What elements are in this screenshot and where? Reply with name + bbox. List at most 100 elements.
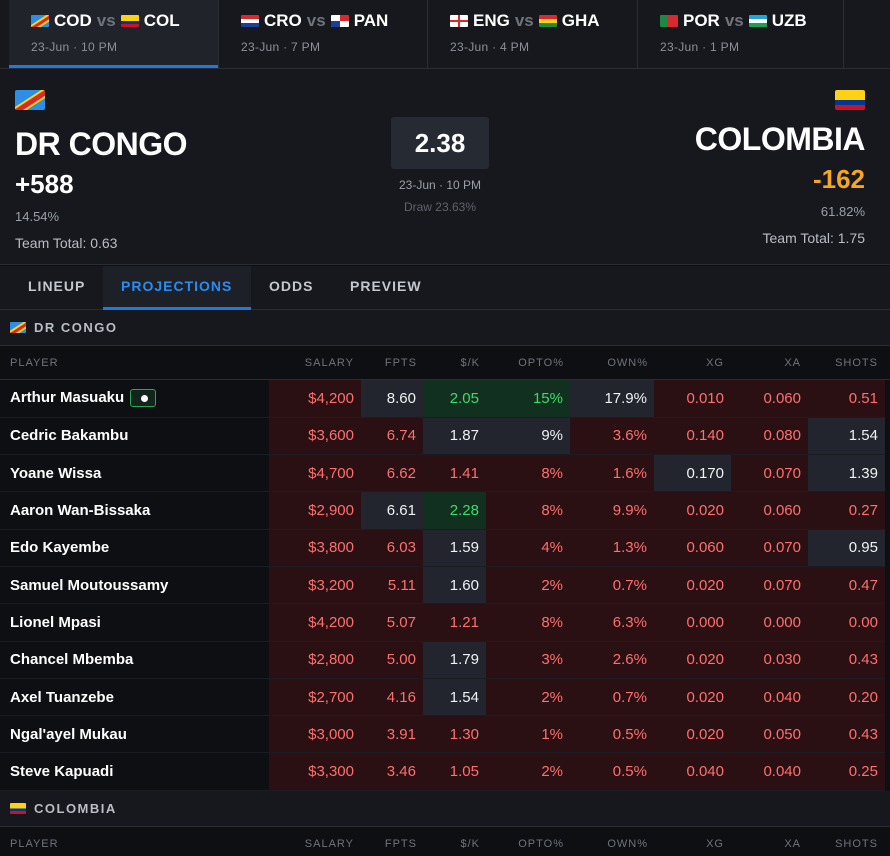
shots-cell: 1.39 [808,454,885,493]
ghana-flag-icon [538,15,557,27]
salary-cell: $2,800 [269,641,361,679]
col-per-k[interactable]: $/K [460,357,480,369]
player-name[interactable]: Axel Tuanzebe [0,678,269,717]
draw-pct: Draw 23.63% [403,200,477,214]
xa-cell: 0.040 [731,678,808,717]
xg-cell: 0.020 [654,491,731,530]
per-k-cell: 2.05 [423,380,486,418]
player-name[interactable]: Aaron Wan-Bissaka [0,491,269,530]
match-time: 23-Jun · 7 PM [241,40,321,54]
tab-preview[interactable]: PREVIEW [350,278,422,294]
tab-projections[interactable]: PROJECTIONS [103,266,251,310]
per-k-cell: 1.59 [423,529,486,567]
away-code: GHA [561,11,600,30]
col-salary[interactable]: SALARY [304,357,354,369]
col-shots[interactable]: SHOTS [835,838,878,850]
away-win-pct: 61.82% [820,204,865,219]
table-row[interactable]: Edo Kayembe $3,800 6.03 1.59 4% 1.3% 0.0… [0,529,885,567]
col-xa[interactable]: XA [784,838,801,850]
xa-cell: 0.050 [731,715,808,754]
table-row[interactable]: Arthur Masuaku $4,200 8.60 2.05 15% 17.9… [0,380,885,418]
salary-cell: $3,200 [269,566,361,605]
england-flag-icon [450,15,468,27]
away-code: COL [143,11,180,30]
section-tabs: LINEUP PROJECTIONS ODDS PREVIEW [0,266,890,310]
col-own[interactable]: OWN% [607,838,648,850]
col-xg[interactable]: XG [706,357,724,369]
player-name[interactable]: Lionel Mpasi [0,603,269,642]
per-k-cell: 1.05 [423,752,486,791]
shots-cell: 0.25 [808,752,885,791]
player-name[interactable]: Ngal'ayel Mukau [0,715,269,754]
xg-cell: 0.040 [654,752,731,791]
table-row[interactable]: Cedric Bakambu $3,600 6.74 1.87 9% 3.6% … [0,417,885,456]
vs-label: vs [724,11,744,30]
column-header-row: PLAYER SALARY FPTS $/K OPTO% OWN% XG XA … [0,346,890,380]
col-player[interactable]: PLAYER [10,838,59,850]
own-cell: 3.6% [570,417,654,456]
player-name[interactable]: Samuel Moutoussamy [0,566,269,605]
home-code: CRO [264,11,302,30]
table-row[interactable]: Lionel Mpasi $4,200 5.07 1.21 8% 6.3% 0.… [0,603,885,642]
player-name[interactable]: Steve Kapuadi [0,752,269,791]
xg-cell: 0.020 [654,641,731,679]
per-k-cell: 1.60 [423,566,486,605]
shots-cell: 0.51 [808,380,885,418]
xg-cell: 0.020 [654,715,731,754]
xg-cell: 0.020 [654,566,731,605]
col-salary[interactable]: SALARY [304,838,354,850]
xg-cell: 0.060 [654,529,731,567]
shots-cell: 0.43 [808,715,885,754]
table-row[interactable]: Axel Tuanzebe $2,700 4.16 1.54 2% 0.7% 0… [0,678,885,717]
opto-cell: 9% [486,417,570,456]
match-tab-cod-col[interactable]: COD vs COL 23-Jun · 10 PM [9,0,219,68]
table-row[interactable]: Steve Kapuadi $3,300 3.46 1.05 2% 0.5% 0… [0,752,885,791]
game-total: 2.38 [391,117,489,169]
colombia-flag-icon [10,803,26,814]
tab-lineup[interactable]: LINEUP [28,278,86,294]
col-shots[interactable]: SHOTS [835,357,878,369]
table-row[interactable]: Aaron Wan-Bissaka $2,900 6.61 2.28 8% 9.… [0,491,885,530]
match-tab-eng-gha[interactable]: ENG vs GHA 23-Jun · 4 PM [428,0,638,68]
player-name[interactable]: Yoane Wissa [0,454,269,493]
opto-cell: 3% [486,641,570,679]
col-xa[interactable]: XA [784,357,801,369]
opto-cell: 15% [486,380,570,418]
shots-cell: 0.43 [808,641,885,679]
table-row[interactable]: Samuel Moutoussamy $3,200 5.11 1.60 2% 0… [0,566,885,605]
xg-cell: 0.020 [654,678,731,717]
col-fpts[interactable]: FPTS [384,838,417,850]
player-name[interactable]: Cedric Bakambu [0,417,269,456]
col-per-k[interactable]: $/K [460,838,480,850]
fpts-cell: 6.61 [361,491,423,530]
col-own[interactable]: OWN% [607,357,648,369]
col-fpts[interactable]: FPTS [384,357,417,369]
player-name[interactable]: Chancel Mbemba [0,641,269,679]
player-name[interactable]: Arthur Masuaku [0,380,269,418]
table-row[interactable]: Chancel Mbemba $2,800 5.00 1.79 3% 2.6% … [0,641,885,679]
dr-congo-flag-icon [31,15,49,27]
match-tab-cro-pan[interactable]: CRO vs PAN 23-Jun · 7 PM [219,0,428,68]
per-k-cell: 1.87 [423,417,486,456]
tab-odds[interactable]: ODDS [269,278,314,294]
col-xg[interactable]: XG [706,838,724,850]
match-time: 23-Jun · 10 PM [31,40,118,54]
xg-cell: 0.010 [654,380,731,418]
col-opto[interactable]: OPTO% [518,357,564,369]
team-section-header: COLOMBIA [0,791,890,827]
table-row[interactable]: Ngal'ayel Mukau $3,000 3.91 1.30 1% 0.5%… [0,715,885,754]
match-tabs: COD vs COL 23-Jun · 10 PM CRO vs PAN 23-… [0,0,890,69]
col-player[interactable]: PLAYER [10,357,59,369]
xa-cell: 0.080 [731,417,808,456]
xa-cell: 0.070 [731,566,808,605]
fpts-cell: 5.07 [361,603,423,642]
table-row[interactable]: Yoane Wissa $4,700 6.62 1.41 8% 1.6% 0.1… [0,454,885,493]
col-opto[interactable]: OPTO% [518,838,564,850]
game-total-panel: 2.38 23-Jun · 10 PM Draw 23.63% [391,117,489,214]
home-team-total: Team Total: 0.63 [15,235,118,251]
own-cell: 1.6% [570,454,654,493]
home-code: COD [54,11,92,30]
opto-cell: 8% [486,603,570,642]
match-tab-por-uzb[interactable]: POR vs UZB 23-Jun · 1 PM [638,0,844,68]
player-name[interactable]: Edo Kayembe [0,529,269,567]
